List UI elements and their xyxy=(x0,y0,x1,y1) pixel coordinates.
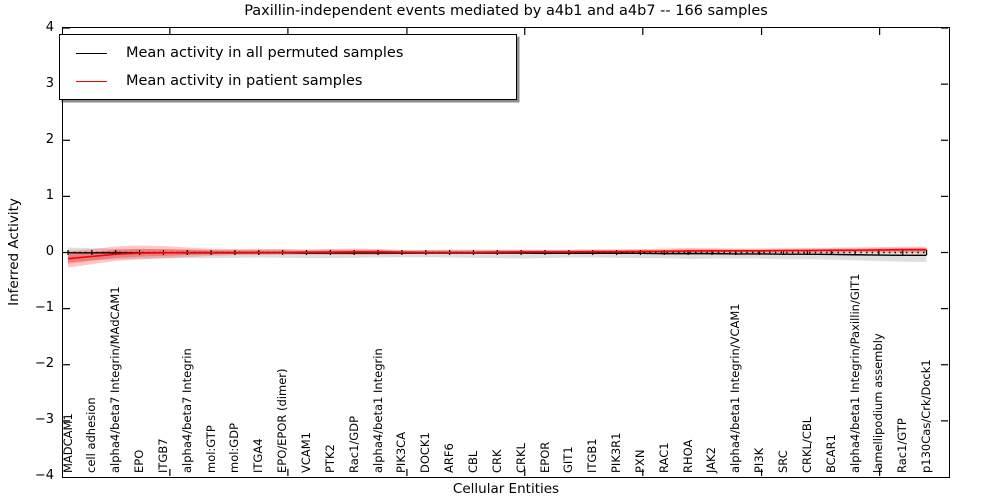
legend-item-permuted: Mean activity in all permuted samples xyxy=(76,45,403,61)
legend-item-patient: Mean activity in patient samples xyxy=(76,73,362,89)
y-tick-label: −4 xyxy=(34,468,54,484)
legend-line-sample-black xyxy=(76,52,107,54)
y-tick-label: −3 xyxy=(34,412,54,428)
legend-line-sample-red xyxy=(76,80,107,82)
y-tick-label: −1 xyxy=(34,300,54,316)
y-tick-label: 2 xyxy=(45,131,54,147)
y-tick-label: 4 xyxy=(45,19,54,35)
y-tick-label: 0 xyxy=(45,243,54,259)
plot-area: MADCAM1 cell adhesion alpha4/beta7 Integri… xyxy=(61,27,950,478)
legend-item-label: Mean activity in patient samples xyxy=(126,73,363,89)
chart-title: Paxillin-independent events mediated by … xyxy=(244,3,768,19)
chart-canvas xyxy=(63,28,948,476)
y-tick-label: 1 xyxy=(45,187,54,203)
y-tick-label: −2 xyxy=(34,356,54,372)
x-axis-label: Cellular Entities xyxy=(452,481,560,497)
legend: Mean activity in all permuted samples Me… xyxy=(59,34,517,100)
y-tick-label: 3 xyxy=(45,75,54,91)
patient-mean-line xyxy=(67,248,927,260)
legend-item-label: Mean activity in all permuted samples xyxy=(126,45,404,61)
